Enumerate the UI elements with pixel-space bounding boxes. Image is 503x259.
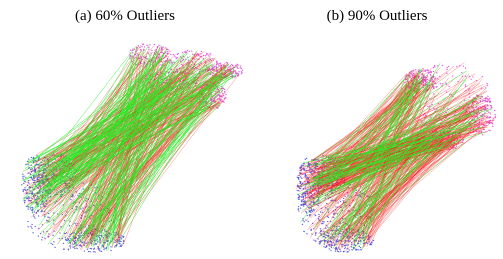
caption: (b) 90% Outliers — [327, 8, 428, 24]
caption: (a) 60% Outliers — [75, 8, 175, 24]
figure: (a) 60% Outliers (b) 90% Outliers — [0, 0, 503, 254]
registration-panel-b — [296, 63, 496, 253]
registration-panel-a — [21, 44, 243, 253]
